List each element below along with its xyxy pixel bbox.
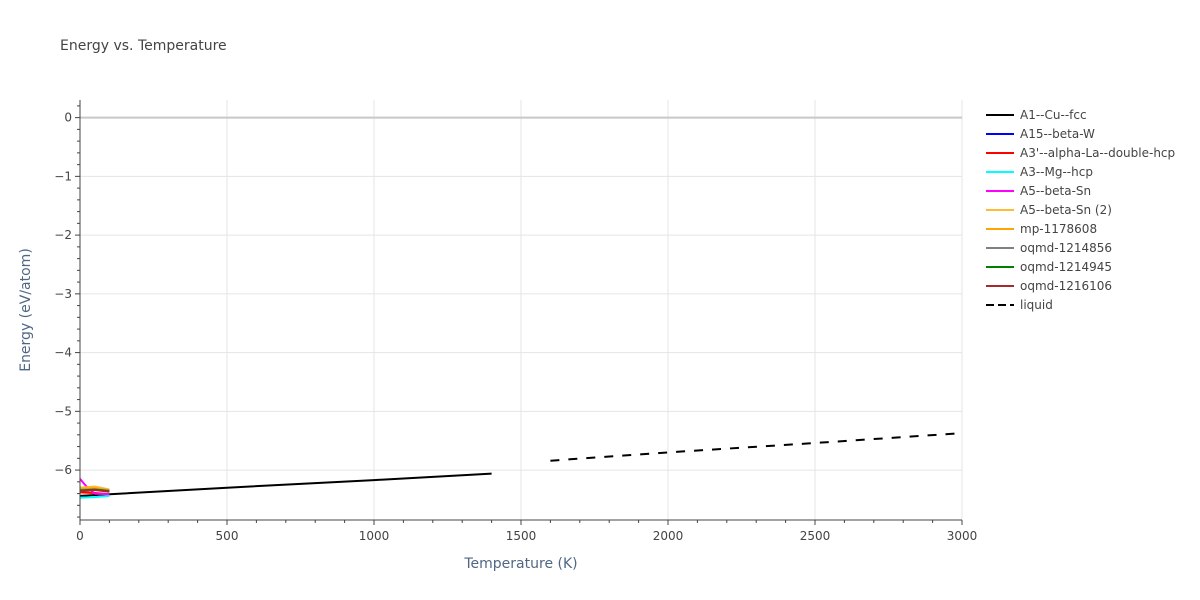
x-tick-label: 0 [76, 529, 84, 543]
legend-label: oqmd-1216106 [1020, 279, 1112, 293]
y-tick-label: −6 [54, 463, 72, 477]
series-line [550, 432, 963, 462]
legend-label: liquid [1020, 298, 1053, 312]
x-axis-title: Temperature (K) [463, 556, 577, 572]
legend-label: A3'--alpha-La--double-hcp [1020, 146, 1175, 160]
legend-label: mp-1178608 [1020, 222, 1097, 236]
x-tick-label: 1500 [506, 529, 537, 543]
legend-label: A5--beta-Sn (2) [1020, 203, 1112, 217]
legend-label: oqmd-1214945 [1020, 260, 1112, 274]
legend-label: A3--Mg--hcp [1020, 165, 1093, 179]
series-line [79, 472, 492, 497]
y-tick-label: −5 [54, 404, 72, 418]
y-tick-label: −4 [54, 346, 72, 360]
legend-label: oqmd-1214856 [1020, 241, 1112, 255]
y-tick-label: −2 [54, 228, 72, 242]
x-tick-label: 2500 [800, 529, 831, 543]
y-tick-label: 0 [64, 111, 72, 125]
legend: A1--Cu--fcc A15--beta-W A3'--alpha-La--dou… [986, 108, 1175, 312]
legend-label: A15--beta-W [1020, 127, 1095, 141]
y-tick-label: −1 [54, 169, 72, 183]
x-tick-label: 1000 [359, 529, 390, 543]
y-tick-label: −3 [54, 287, 72, 301]
legend-label: A5--beta-Sn [1020, 184, 1091, 198]
series-line [79, 489, 110, 493]
axes: 0 500 1000 1500 2000 2500 3000 0 −1 −2 −3 −4 −5 −6 [54, 100, 977, 543]
x-tick-label: 2000 [653, 529, 684, 543]
y-axis-title: Energy (eV/atom) [18, 248, 34, 372]
x-tick-label: 3000 [947, 529, 978, 543]
grid [80, 100, 963, 520]
x-tick-label: 500 [216, 529, 239, 543]
series-line [79, 494, 110, 499]
legend-label: A1--Cu--fcc [1020, 108, 1087, 122]
plot-area [79, 432, 963, 499]
chart-title: Energy vs. Temperature [60, 38, 227, 54]
